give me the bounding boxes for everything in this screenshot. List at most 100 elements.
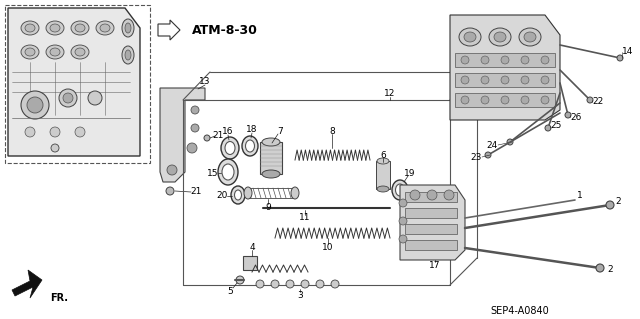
Circle shape — [501, 76, 509, 84]
Circle shape — [481, 96, 489, 104]
Circle shape — [587, 97, 593, 103]
Ellipse shape — [221, 137, 239, 159]
Circle shape — [204, 135, 210, 141]
Text: 18: 18 — [246, 125, 258, 135]
Text: 1: 1 — [577, 191, 583, 201]
Polygon shape — [12, 270, 42, 298]
Ellipse shape — [50, 24, 60, 32]
Polygon shape — [450, 15, 560, 120]
Ellipse shape — [234, 190, 241, 200]
Circle shape — [50, 127, 60, 137]
Circle shape — [88, 91, 102, 105]
Text: 8: 8 — [329, 127, 335, 136]
Ellipse shape — [96, 21, 114, 35]
Ellipse shape — [71, 45, 89, 59]
Text: 2: 2 — [615, 197, 621, 206]
Circle shape — [191, 106, 199, 114]
Bar — [376, 161, 390, 189]
Text: 24: 24 — [486, 140, 498, 150]
Text: 21: 21 — [190, 188, 202, 197]
Bar — [455, 73, 555, 87]
Circle shape — [521, 56, 529, 64]
Circle shape — [286, 280, 294, 288]
Ellipse shape — [122, 19, 134, 37]
Circle shape — [59, 89, 77, 107]
Circle shape — [541, 76, 549, 84]
Text: 16: 16 — [222, 127, 234, 136]
Ellipse shape — [392, 180, 408, 200]
Ellipse shape — [21, 45, 39, 59]
Ellipse shape — [262, 138, 280, 146]
Polygon shape — [8, 8, 140, 156]
Circle shape — [596, 264, 604, 272]
Bar — [405, 240, 457, 250]
Ellipse shape — [242, 136, 258, 156]
Bar — [405, 208, 457, 218]
Circle shape — [410, 190, 420, 200]
Polygon shape — [400, 185, 465, 260]
Circle shape — [399, 235, 407, 243]
Circle shape — [399, 217, 407, 225]
Ellipse shape — [21, 21, 39, 35]
Circle shape — [565, 112, 571, 118]
Circle shape — [166, 187, 174, 195]
Text: 13: 13 — [199, 78, 211, 86]
Text: 9: 9 — [265, 203, 271, 211]
Text: 5: 5 — [227, 286, 233, 295]
Text: 2: 2 — [607, 265, 613, 275]
Ellipse shape — [396, 184, 404, 196]
Text: 12: 12 — [384, 90, 396, 99]
Bar — [405, 224, 457, 234]
Text: 15: 15 — [207, 168, 219, 177]
Circle shape — [236, 276, 244, 284]
Ellipse shape — [519, 28, 541, 46]
Circle shape — [507, 139, 513, 145]
Bar — [455, 93, 555, 107]
Text: ATM-8-30: ATM-8-30 — [192, 24, 258, 36]
Circle shape — [545, 125, 551, 131]
Circle shape — [63, 93, 73, 103]
Text: 14: 14 — [622, 48, 634, 56]
Circle shape — [75, 127, 85, 137]
Polygon shape — [158, 20, 180, 40]
Ellipse shape — [122, 46, 134, 64]
Circle shape — [427, 190, 437, 200]
Circle shape — [316, 280, 324, 288]
Ellipse shape — [291, 187, 299, 199]
Bar — [405, 192, 457, 202]
Circle shape — [191, 124, 199, 132]
Ellipse shape — [246, 140, 255, 152]
Ellipse shape — [231, 186, 245, 204]
Ellipse shape — [225, 142, 235, 154]
Ellipse shape — [125, 50, 131, 60]
Circle shape — [541, 56, 549, 64]
Bar — [260, 142, 282, 174]
Ellipse shape — [71, 21, 89, 35]
Ellipse shape — [524, 32, 536, 42]
Ellipse shape — [494, 32, 506, 42]
Circle shape — [541, 96, 549, 104]
Circle shape — [399, 199, 407, 207]
Ellipse shape — [377, 186, 389, 192]
Circle shape — [521, 76, 529, 84]
Text: 4: 4 — [249, 242, 255, 251]
Ellipse shape — [100, 24, 110, 32]
Text: 3: 3 — [297, 291, 303, 300]
Circle shape — [617, 55, 623, 61]
Ellipse shape — [218, 159, 238, 185]
Circle shape — [461, 56, 469, 64]
Text: 21: 21 — [212, 130, 224, 139]
Text: 20: 20 — [216, 191, 228, 201]
Bar — [5, 5, 150, 163]
Polygon shape — [160, 88, 205, 182]
Circle shape — [461, 76, 469, 84]
Circle shape — [256, 280, 264, 288]
Circle shape — [167, 165, 177, 175]
Circle shape — [301, 280, 309, 288]
Circle shape — [187, 143, 197, 153]
Circle shape — [25, 127, 35, 137]
Circle shape — [331, 280, 339, 288]
Circle shape — [444, 190, 454, 200]
Ellipse shape — [46, 45, 64, 59]
Text: 19: 19 — [404, 168, 416, 177]
